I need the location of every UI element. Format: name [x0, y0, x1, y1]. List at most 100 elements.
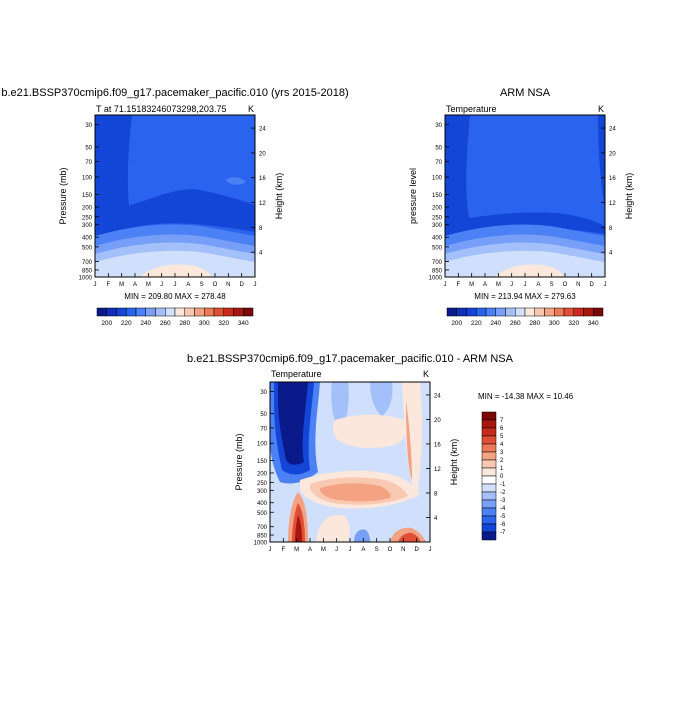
panel-diff-stats: MIN = -14.38 MAX = 10.46 — [478, 392, 574, 401]
colorbar-swatch — [524, 307, 535, 317]
colorbar-swatch — [223, 307, 234, 317]
pressure-tick-label: 30 — [85, 123, 92, 129]
panel-obs-stats: MIN = 213.94 MAX = 279.63 — [474, 292, 576, 301]
colorbar-label: -4 — [500, 506, 506, 512]
colorbar-swatch — [184, 307, 195, 317]
month-tick-label: A — [186, 282, 190, 288]
pressure-tick-label: 100 — [432, 175, 443, 181]
colorbar-swatch — [96, 307, 107, 317]
panel-diff-left-label: Temperature — [271, 369, 322, 379]
panel-model-stats: MIN = 209.80 MAX = 278.48 — [124, 292, 226, 301]
month-tick-label: N — [576, 282, 580, 288]
panel-obs-field — [445, 115, 605, 277]
month-tick-label: J — [429, 547, 432, 553]
height-tick-label: 8 — [609, 226, 613, 232]
colorbar-label: 340 — [238, 320, 249, 327]
month-tick-label: J — [160, 282, 163, 288]
panel-obs-title: ARM NSA — [500, 87, 551, 99]
colorbar-label: -3 — [500, 498, 506, 504]
pressure-tick-label: 500 — [432, 245, 443, 251]
pressure-tick-label: 400 — [257, 501, 268, 507]
colorbar-swatch — [106, 307, 117, 317]
pressure-tick-label: 500 — [257, 511, 268, 517]
colorbar-swatch — [515, 307, 526, 317]
colorbar-label: 280 — [529, 320, 540, 327]
height-tick-label: 24 — [609, 127, 616, 133]
month-tick-label: J — [94, 282, 97, 288]
panel-obs-left-label: Temperature — [446, 104, 497, 114]
colorbar-label: 320 — [218, 320, 229, 327]
colorbar-label: 240 — [140, 320, 151, 327]
month-tick-label: M — [119, 282, 124, 288]
pressure-tick-label: 70 — [435, 160, 442, 166]
panel-diff-ylabel: Pressure (mb) — [234, 433, 244, 490]
month-tick-label: J — [174, 282, 177, 288]
colorbar-swatch — [481, 483, 497, 493]
colorbar-label: 5 — [500, 434, 504, 440]
month-tick-label: J — [254, 282, 257, 288]
colorbar-swatch — [213, 307, 224, 317]
colorbar-swatch — [563, 307, 574, 317]
month-tick-label: J — [349, 547, 352, 553]
pressure-tick-label: 700 — [432, 260, 443, 266]
colorbar-swatch — [481, 531, 497, 541]
pressure-tick-label: 300 — [432, 223, 443, 229]
panel-model: b.e21.BSSP370cmip6.f09_g17.pacemaker_pac… — [1, 87, 348, 327]
colorbar-swatch — [485, 307, 496, 317]
pressure-tick-label: 850 — [432, 268, 443, 274]
height-tick-label: 12 — [259, 201, 266, 207]
pressure-tick-label: 150 — [257, 459, 268, 465]
pressure-tick-label: 400 — [432, 236, 443, 242]
pressure-tick-label: 50 — [435, 145, 442, 151]
colorbar-label: 320 — [568, 320, 579, 327]
colorbar-swatch — [481, 459, 497, 469]
colorbar-swatch — [476, 307, 487, 317]
panel-diff-right-label: K — [423, 369, 429, 379]
month-tick-label: N — [226, 282, 230, 288]
colorbar-swatch — [544, 307, 555, 317]
height-tick-label: 8 — [434, 491, 438, 497]
colorbar-label: 280 — [179, 320, 190, 327]
colorbar-swatch — [495, 307, 506, 317]
panel-model-colorbar: 200 220 240 260 280 300 320 340 — [96, 307, 254, 327]
colorbar-swatch — [481, 411, 497, 421]
colorbar-swatch — [481, 475, 497, 485]
pressure-tick-label: 300 — [257, 489, 268, 495]
colorbar-swatch — [481, 443, 497, 453]
pressure-tick-label: 250 — [432, 215, 443, 221]
panel-model-left-label: T at 71.15183246073298,203.75 — [96, 104, 226, 114]
panel-obs-y2label: Height (km) — [624, 173, 634, 220]
colorbar-label: -6 — [500, 522, 506, 528]
colorbar-label: 7 — [500, 418, 504, 424]
pressure-tick-label: 250 — [82, 215, 93, 221]
month-tick-label: A — [536, 282, 540, 288]
month-tick-label: J — [269, 547, 272, 553]
month-tick-label: O — [388, 547, 393, 553]
pressure-tick-label: 300 — [82, 223, 93, 229]
colorbar-label: -5 — [500, 514, 506, 520]
pressure-tick-label: 50 — [85, 145, 92, 151]
pressure-tick-label: 70 — [260, 426, 267, 432]
colorbar-swatch — [481, 515, 497, 525]
colorbar-label: 200 — [451, 320, 462, 327]
pressure-tick-label: 50 — [260, 412, 267, 418]
colorbar-swatch — [481, 435, 497, 445]
colorbar-swatch — [481, 499, 497, 509]
pressure-tick-label: 1000 — [79, 276, 93, 282]
panel-obs-axes: 30 50 70 100 150 200 250 300 400 500 700 850 1000 24 2… — [429, 123, 617, 288]
month-tick-label: F — [281, 547, 285, 553]
pressure-tick-label: 1000 — [429, 276, 443, 282]
colorbar-swatch — [135, 307, 146, 317]
height-tick-label: 4 — [609, 251, 613, 257]
month-tick-label: J — [604, 282, 607, 288]
pressure-tick-label: 400 — [82, 236, 93, 242]
pressure-tick-label: 100 — [257, 442, 268, 448]
month-tick-label: S — [200, 282, 204, 288]
panel-diff-colorbar: 7 6 5 4 3 2 1 0 -1 -2 -3 -4 -5 -6 -7 — [481, 411, 506, 541]
colorbar-label: 300 — [549, 320, 560, 327]
month-tick-label: D — [239, 282, 244, 288]
height-tick-label: 20 — [259, 151, 266, 157]
colorbar-swatch — [204, 307, 215, 317]
colorbar-swatch — [573, 307, 584, 317]
